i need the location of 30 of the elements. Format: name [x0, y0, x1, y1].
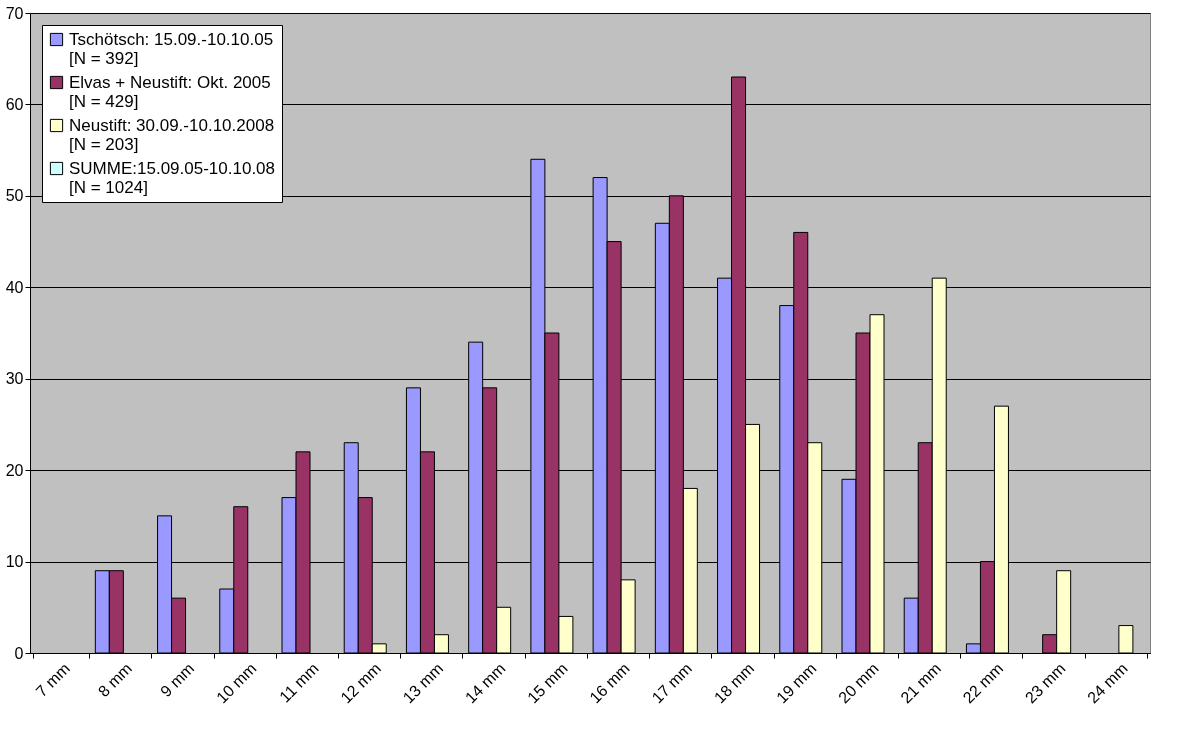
x-tick-label: 8 mm	[94, 659, 136, 701]
x-tick-label: 21 mm	[897, 659, 945, 707]
x-tick-label: 13 mm	[399, 659, 447, 707]
legend-label: Elvas + Neustift: Okt. 2005 [N = 429]	[69, 72, 271, 111]
x-tick-label: 12 mm	[337, 659, 385, 707]
y-tick-label: 70	[5, 4, 24, 22]
x-tick-label: 24 mm	[1084, 659, 1131, 707]
legend-label: Neustift: 30.09.-10.10.2008 [N = 203]	[69, 115, 275, 154]
y-tick-label: 40	[5, 278, 24, 296]
y-tick-label: 50	[5, 187, 24, 205]
y-tick-label: 0	[14, 644, 24, 662]
x-tick-label: 18 mm	[710, 659, 758, 707]
x-tick-label: 9 mm	[157, 659, 198, 701]
x-tick-label: 19 mm	[772, 659, 820, 707]
legend-label: SUMME:15.09.05-10.10.08 [N = 1024]	[69, 158, 276, 197]
x-tick-label: 14 mm	[461, 659, 509, 707]
y-tick-label: 60	[5, 95, 24, 113]
y-tick-label: 10	[5, 553, 24, 571]
x-tick-label: 10 mm	[212, 659, 260, 707]
y-tick-label: 30	[5, 370, 24, 388]
x-tick-label: 20 mm	[835, 659, 882, 707]
x-tick-label: 16 mm	[586, 659, 633, 707]
legend-label: Tschötsch: 15.09.-10.10.05 [N = 392]	[69, 29, 274, 68]
x-tick-label: 23 mm	[1021, 659, 1069, 707]
x-tick-label: 11 mm	[276, 659, 322, 706]
x-tick-label: 15 mm	[524, 659, 571, 707]
x-tick-label: 22 mm	[959, 659, 1007, 707]
x-tick-label: 7 mm	[32, 659, 73, 701]
y-tick-label: 20	[5, 461, 24, 479]
x-tick-label: 17 mm	[648, 659, 696, 707]
